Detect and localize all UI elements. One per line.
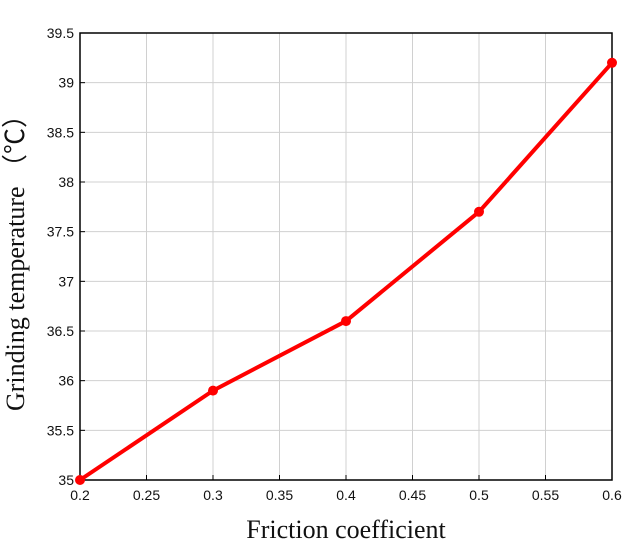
y-tick-label: 36 [58,373,74,389]
y-tick-label: 38.5 [47,124,74,140]
data-point [75,475,85,485]
y-tick-label: 39.5 [47,25,74,41]
y-axis: 35 35.5 36 36.5 37 37.5 38 38.5 39 39.5 [47,25,85,488]
x-axis-title: Friction coefficient [246,515,446,544]
data-point [208,385,218,396]
x-tick-label: 0.45 [399,487,426,503]
y-tick-label: 35 [58,472,74,488]
y-tick-label: 37.5 [47,224,74,240]
y-axis-title: Grinding temperature （℃） [1,102,30,411]
x-tick-label: 0.6 [602,487,622,503]
y-tick-label: 39 [58,75,74,91]
x-tick-label: 0.4 [336,487,356,503]
x-tick-label: 0.2 [70,487,90,503]
data-point [474,206,484,217]
y-tick-label: 37 [58,273,74,289]
data-point [341,316,351,327]
x-tick-label: 0.25 [133,487,160,503]
grid [79,32,613,481]
x-tick-label: 0.35 [266,487,293,503]
x-axis: 0.2 0.25 0.3 0.35 0.4 0.45 0.5 0.55 0.6 [70,475,622,503]
y-tick-label: 35.5 [47,422,74,438]
y-tick-label: 36.5 [47,323,74,339]
x-tick-label: 0.5 [469,487,489,503]
x-tick-label: 0.55 [532,487,559,503]
y-tick-label: 38 [58,174,74,190]
series-group [75,57,617,485]
data-point [607,57,617,68]
x-tick-label: 0.3 [203,487,223,503]
